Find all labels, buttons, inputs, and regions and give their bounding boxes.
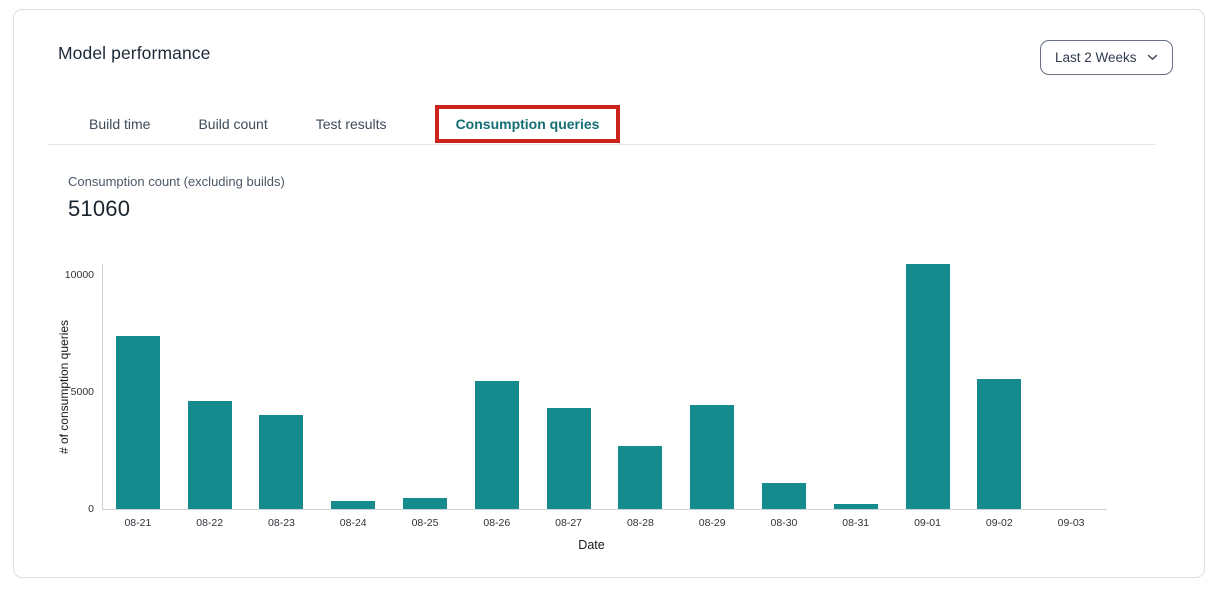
y-axis-title: # of consumption queries — [57, 319, 71, 454]
x-tick-label: 09-02 — [985, 517, 1013, 529]
bar[interactable] — [618, 446, 662, 509]
tab-consumption-queries[interactable]: Consumption queries — [455, 115, 600, 132]
x-tick-label: 08-22 — [196, 517, 224, 529]
x-tick-label: 09-03 — [1057, 517, 1085, 529]
x-tick-label: 08-25 — [411, 517, 439, 529]
tabs-divider — [48, 144, 1156, 145]
x-tick-label: 08-24 — [339, 517, 367, 529]
bar[interactable] — [331, 501, 375, 509]
x-tick-label: 08-30 — [770, 517, 798, 529]
x-tick-label: 08-23 — [268, 517, 295, 529]
x-tick-label: 09-01 — [914, 517, 941, 529]
x-axis-title: Date — [578, 538, 605, 552]
tabs-bar: Build time Build count Test results Cons… — [89, 104, 621, 143]
metric-value: 51060 — [68, 196, 131, 221]
chevron-down-icon — [1147, 54, 1158, 61]
date-range-dropdown[interactable]: Last 2 Weeks — [1040, 40, 1173, 75]
bar[interactable] — [475, 381, 519, 509]
x-axis-line — [102, 509, 1107, 510]
bar[interactable] — [762, 483, 806, 509]
tab-test-results[interactable]: Test results — [315, 115, 387, 132]
model-performance-card: Model performance Last 2 Weeks Build tim… — [13, 9, 1205, 578]
bar[interactable] — [403, 498, 447, 509]
bar[interactable] — [116, 336, 160, 509]
bar[interactable] — [188, 401, 232, 509]
bar[interactable] — [690, 405, 734, 509]
date-range-label: Last 2 Weeks — [1055, 50, 1137, 65]
x-tick-label: 08-28 — [626, 517, 654, 529]
x-tick-label: 08-21 — [124, 517, 152, 529]
page-title: Model performance — [58, 43, 211, 63]
y-tick-label: 10000 — [64, 268, 94, 281]
bar[interactable] — [834, 504, 878, 509]
metric-label: Consumption count (excluding builds) — [68, 174, 285, 189]
y-tick-label: 0 — [88, 503, 94, 515]
y-tick-label: 5000 — [70, 385, 94, 398]
x-tick-label: 08-26 — [483, 517, 511, 529]
x-tick-label: 08-27 — [555, 517, 583, 529]
bar[interactable] — [906, 264, 950, 509]
tab-build-count[interactable]: Build count — [198, 115, 268, 132]
x-tick-label: 08-31 — [842, 517, 870, 529]
x-tick-label: 08-29 — [698, 517, 726, 529]
annotation-highlight-box: Consumption queries — [434, 104, 621, 143]
bar-chart: 0 5000 10000 # of consumption queries 08-21 0… — [14, 10, 1204, 577]
tab-build-time[interactable]: Build time — [89, 115, 151, 132]
bar[interactable] — [547, 408, 591, 509]
y-axis-line — [102, 264, 103, 509]
bar[interactable] — [259, 415, 303, 509]
bar[interactable] — [977, 379, 1021, 509]
